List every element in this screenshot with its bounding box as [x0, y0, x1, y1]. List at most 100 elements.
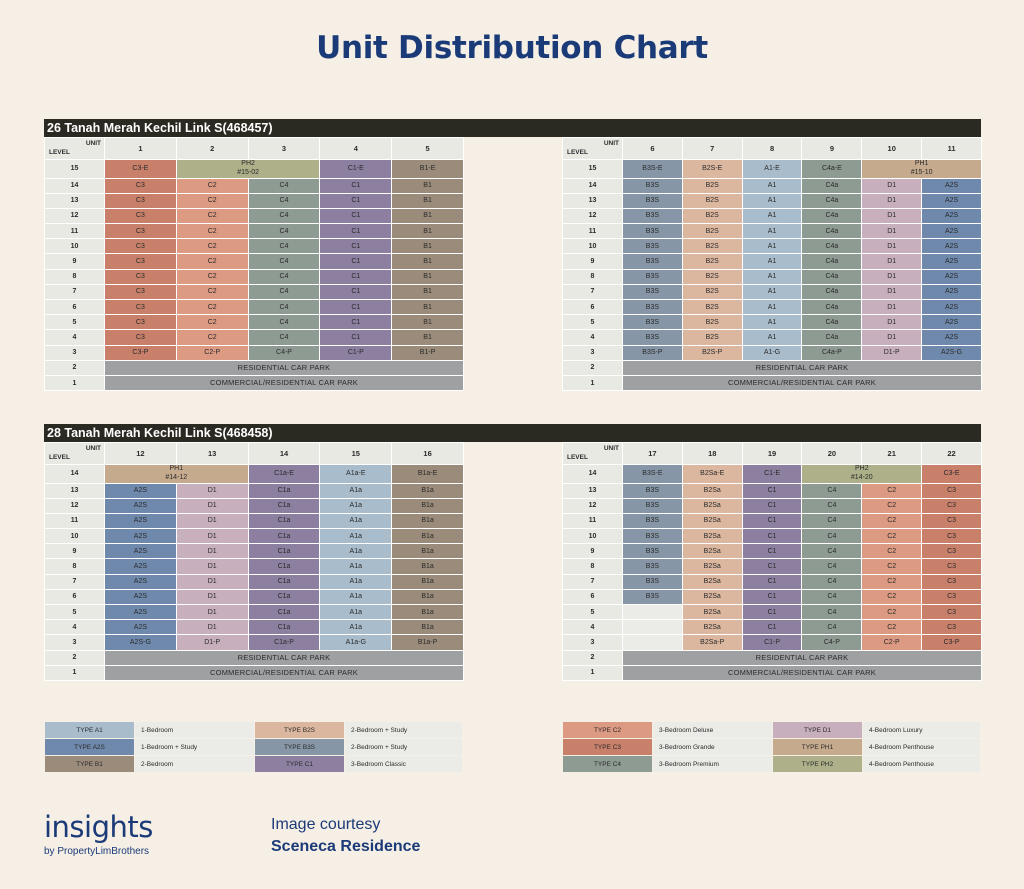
unit-cell: C4-P: [801, 634, 863, 651]
unit-cell: C1: [741, 543, 803, 560]
unit-cell: C3: [921, 512, 982, 530]
level-row-2: 2 RESIDENTIAL CAR PARK: [44, 359, 464, 376]
unit-cell: C2: [861, 482, 923, 499]
level-row-3: 3 B3S-P B2S-P A1-G C4a-P D1-P A2S-G: [562, 344, 982, 361]
unit-cell: B1: [391, 298, 464, 316]
unit-cell: C4a: [801, 268, 863, 285]
unit-cell: D1: [175, 603, 249, 621]
unit-cell: C2: [861, 603, 923, 621]
unit-cell: C1a: [247, 543, 321, 560]
unit-cell: B2Sa: [681, 619, 743, 636]
level-row-3: 3 B2Sa-P C1-P C4-P C2-P C3-P: [562, 634, 982, 651]
unit-cell: C4: [801, 528, 863, 545]
level-number: 3: [44, 344, 105, 361]
unit-cell: B3S: [622, 298, 683, 316]
level-row-14: 14 B3S-E B2Sa-E C1-E PH2 #14-20 C3-E: [562, 464, 982, 484]
unit-cell: C1a: [247, 558, 321, 575]
unit-cell: A1: [741, 314, 803, 331]
unit-cell: A2S: [104, 482, 177, 499]
level-row-11: 11 B3S B2Sa C1 C4 C2 C3: [562, 512, 982, 530]
car-park-cell: RESIDENTIAL CAR PARK: [104, 359, 464, 376]
unit-cell: A2S: [921, 192, 982, 209]
legend-description: 4-Bedroom Penthouse: [862, 738, 981, 756]
unit-cell: B3S: [622, 268, 683, 285]
legend-row: TYPE B1 2-Bedroom TYPE C1 3-Bedroom Classic: [44, 755, 463, 773]
unit-cell: B3S: [622, 223, 683, 240]
unit-cell: A2S: [104, 497, 177, 514]
level-row-1: 1 COMMERCIAL/RESIDENTIAL CAR PARK: [562, 664, 982, 681]
unit-number-13: 13: [175, 442, 249, 465]
unit-cell: A2S: [104, 543, 177, 560]
unit-number-18: 18: [681, 442, 743, 465]
unit-cell: A2S: [104, 512, 177, 530]
unit-cell: C3: [104, 192, 177, 209]
unit-cell: B1: [391, 207, 464, 225]
level-row-4: 4 C3 C2 C4 C1 B1: [44, 329, 464, 346]
unit-cell: B1a: [391, 528, 464, 545]
unit-cell: B1a-E: [391, 464, 464, 484]
unit-cell: B1: [391, 268, 464, 285]
unit-cell: A2S: [104, 619, 177, 636]
level-number: 6: [44, 298, 105, 316]
unit-cell: A2S: [921, 298, 982, 316]
unit-level-corner: UNIT LEVEL: [44, 442, 105, 465]
level-row-11: 11 C3 C2 C4 C1 B1: [44, 223, 464, 240]
unit-number-6: 6: [622, 137, 683, 160]
unit-number-9: 9: [801, 137, 863, 160]
unit-cell: A2S: [921, 253, 982, 270]
legend-row: TYPE A2S 1-Bedroom + Study TYPE B3S 2-Bedro…: [44, 738, 463, 756]
level-number: 5: [562, 314, 623, 331]
unit-cell: B2S: [681, 329, 743, 346]
unit-cell: C1-E: [319, 159, 393, 179]
unit-cell: C1: [319, 329, 393, 346]
unit-cell: B2Sa: [681, 528, 743, 545]
unit-cell: PH2 #14-20: [801, 464, 923, 484]
unit-cell: C3: [921, 603, 982, 621]
unit-cell: C2-P: [861, 634, 923, 651]
unit-cell: A1: [741, 192, 803, 209]
level-row-10: 10 B3S B2Sa C1 C4 C2 C3: [562, 528, 982, 545]
level-row-6: 6 B3S B2Sa C1 C4 C2 C3: [562, 588, 982, 606]
level-row-7: 7 B3S B2Sa C1 C4 C2 C3: [562, 573, 982, 590]
unit-cell: B3S: [622, 238, 683, 255]
unit-number-20: 20: [801, 442, 863, 465]
unit-cell: C4: [247, 223, 321, 240]
page-title: Unit Distribution Chart: [316, 30, 708, 66]
unit-cell: B1a: [391, 512, 464, 530]
unit-cell: B3S: [622, 482, 683, 499]
unit-cell: C2: [175, 238, 249, 255]
unit-cell: A2S: [104, 558, 177, 575]
level-row-14: 14 B3S B2S A1 C4a D1 A2S: [562, 177, 982, 194]
car-park-cell: RESIDENTIAL CAR PARK: [104, 649, 464, 666]
level-number: 14: [562, 177, 623, 194]
unit-cell: B3S: [622, 512, 683, 530]
unit-cell: A1: [741, 177, 803, 194]
unit-cell: C1: [741, 619, 803, 636]
unit-cell: C2: [175, 268, 249, 285]
level-number: 1: [562, 374, 623, 392]
unit-cell: C4: [247, 207, 321, 225]
unit-cell: A2S-G: [104, 634, 177, 651]
level-number: 12: [44, 497, 105, 514]
unit-header-row: UNIT LEVEL 1 2 3 4 5: [44, 137, 464, 160]
legend-description: 3-Bedroom Grande: [652, 738, 773, 756]
unit-cell: A2S: [104, 573, 177, 590]
legend-swatch: TYPE C2: [562, 721, 653, 739]
unit-cell: B3S: [622, 253, 683, 270]
unit-cell: B2S-P: [681, 344, 743, 361]
legend-description: 3-Bedroom Deluxe: [652, 721, 773, 739]
unit-cell: C3: [104, 238, 177, 255]
unit-cell: C2: [861, 619, 923, 636]
unit-cell: C2: [175, 177, 249, 194]
unit-cell: A1-E: [741, 159, 803, 179]
unit-cell: C1: [319, 268, 393, 285]
unit-cell: A1a: [319, 528, 393, 545]
unit-cell: C2: [175, 329, 249, 346]
unit-cell: D1: [175, 512, 249, 530]
legend-description: 2-Bedroom: [134, 755, 255, 773]
legend-left: TYPE A1 1-Bedroom TYPE B2S 2-Bedroom + Stud…: [44, 721, 463, 773]
unit-cell: A2S: [921, 268, 982, 285]
unit-cell: C1a: [247, 573, 321, 590]
unit-header-row: UNIT LEVEL 6 7 8 9 10 11: [562, 137, 982, 160]
unit-cell: B2Sa-P: [681, 634, 743, 651]
